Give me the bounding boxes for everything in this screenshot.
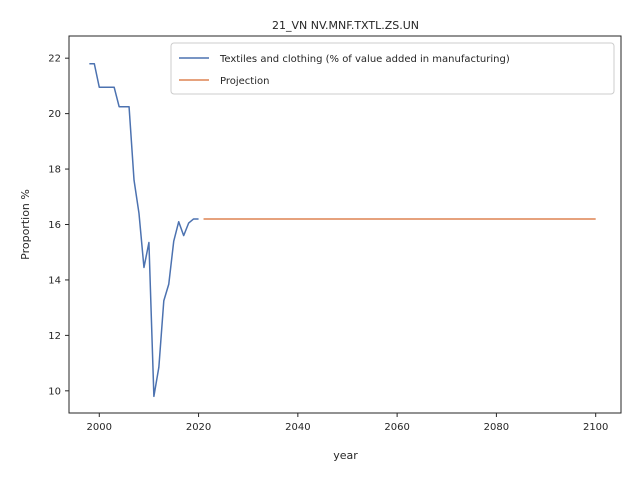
y-axis-label: Proportion % — [19, 189, 32, 260]
x-tick-label: 2040 — [285, 422, 310, 433]
y-axis: 10 12 14 16 18 20 22 — [48, 54, 69, 397]
y-tick-label: 14 — [48, 275, 61, 286]
x-tick-label: 2020 — [186, 422, 211, 433]
legend: Textiles and clothing (% of value added … — [170, 42, 615, 95]
x-tick-label: 2000 — [87, 422, 112, 433]
y-tick-label: 22 — [48, 54, 61, 65]
y-tick-label: 16 — [48, 220, 61, 231]
y-tick-label: 18 — [48, 165, 61, 176]
legend-label-series-1: Textiles and clothing (% of value added … — [219, 54, 510, 65]
x-tick-label: 2100 — [583, 422, 608, 433]
y-tick-label: 10 — [48, 386, 61, 397]
series-line-1 — [89, 62, 199, 398]
x-tick-label: 2080 — [484, 422, 509, 433]
x-axis: 2000 2020 2040 2060 2080 2100 — [87, 413, 608, 433]
y-tick-label: 12 — [48, 331, 61, 342]
x-axis-label: year — [333, 449, 358, 462]
chart-title: 21_VN NV.MNF.TXTL.ZS.UN — [272, 19, 419, 32]
legend-label-series-2: Projection — [220, 76, 269, 87]
y-tick-label: 20 — [48, 109, 61, 120]
legend-box — [170, 42, 615, 95]
x-tick-label: 2060 — [384, 422, 409, 433]
